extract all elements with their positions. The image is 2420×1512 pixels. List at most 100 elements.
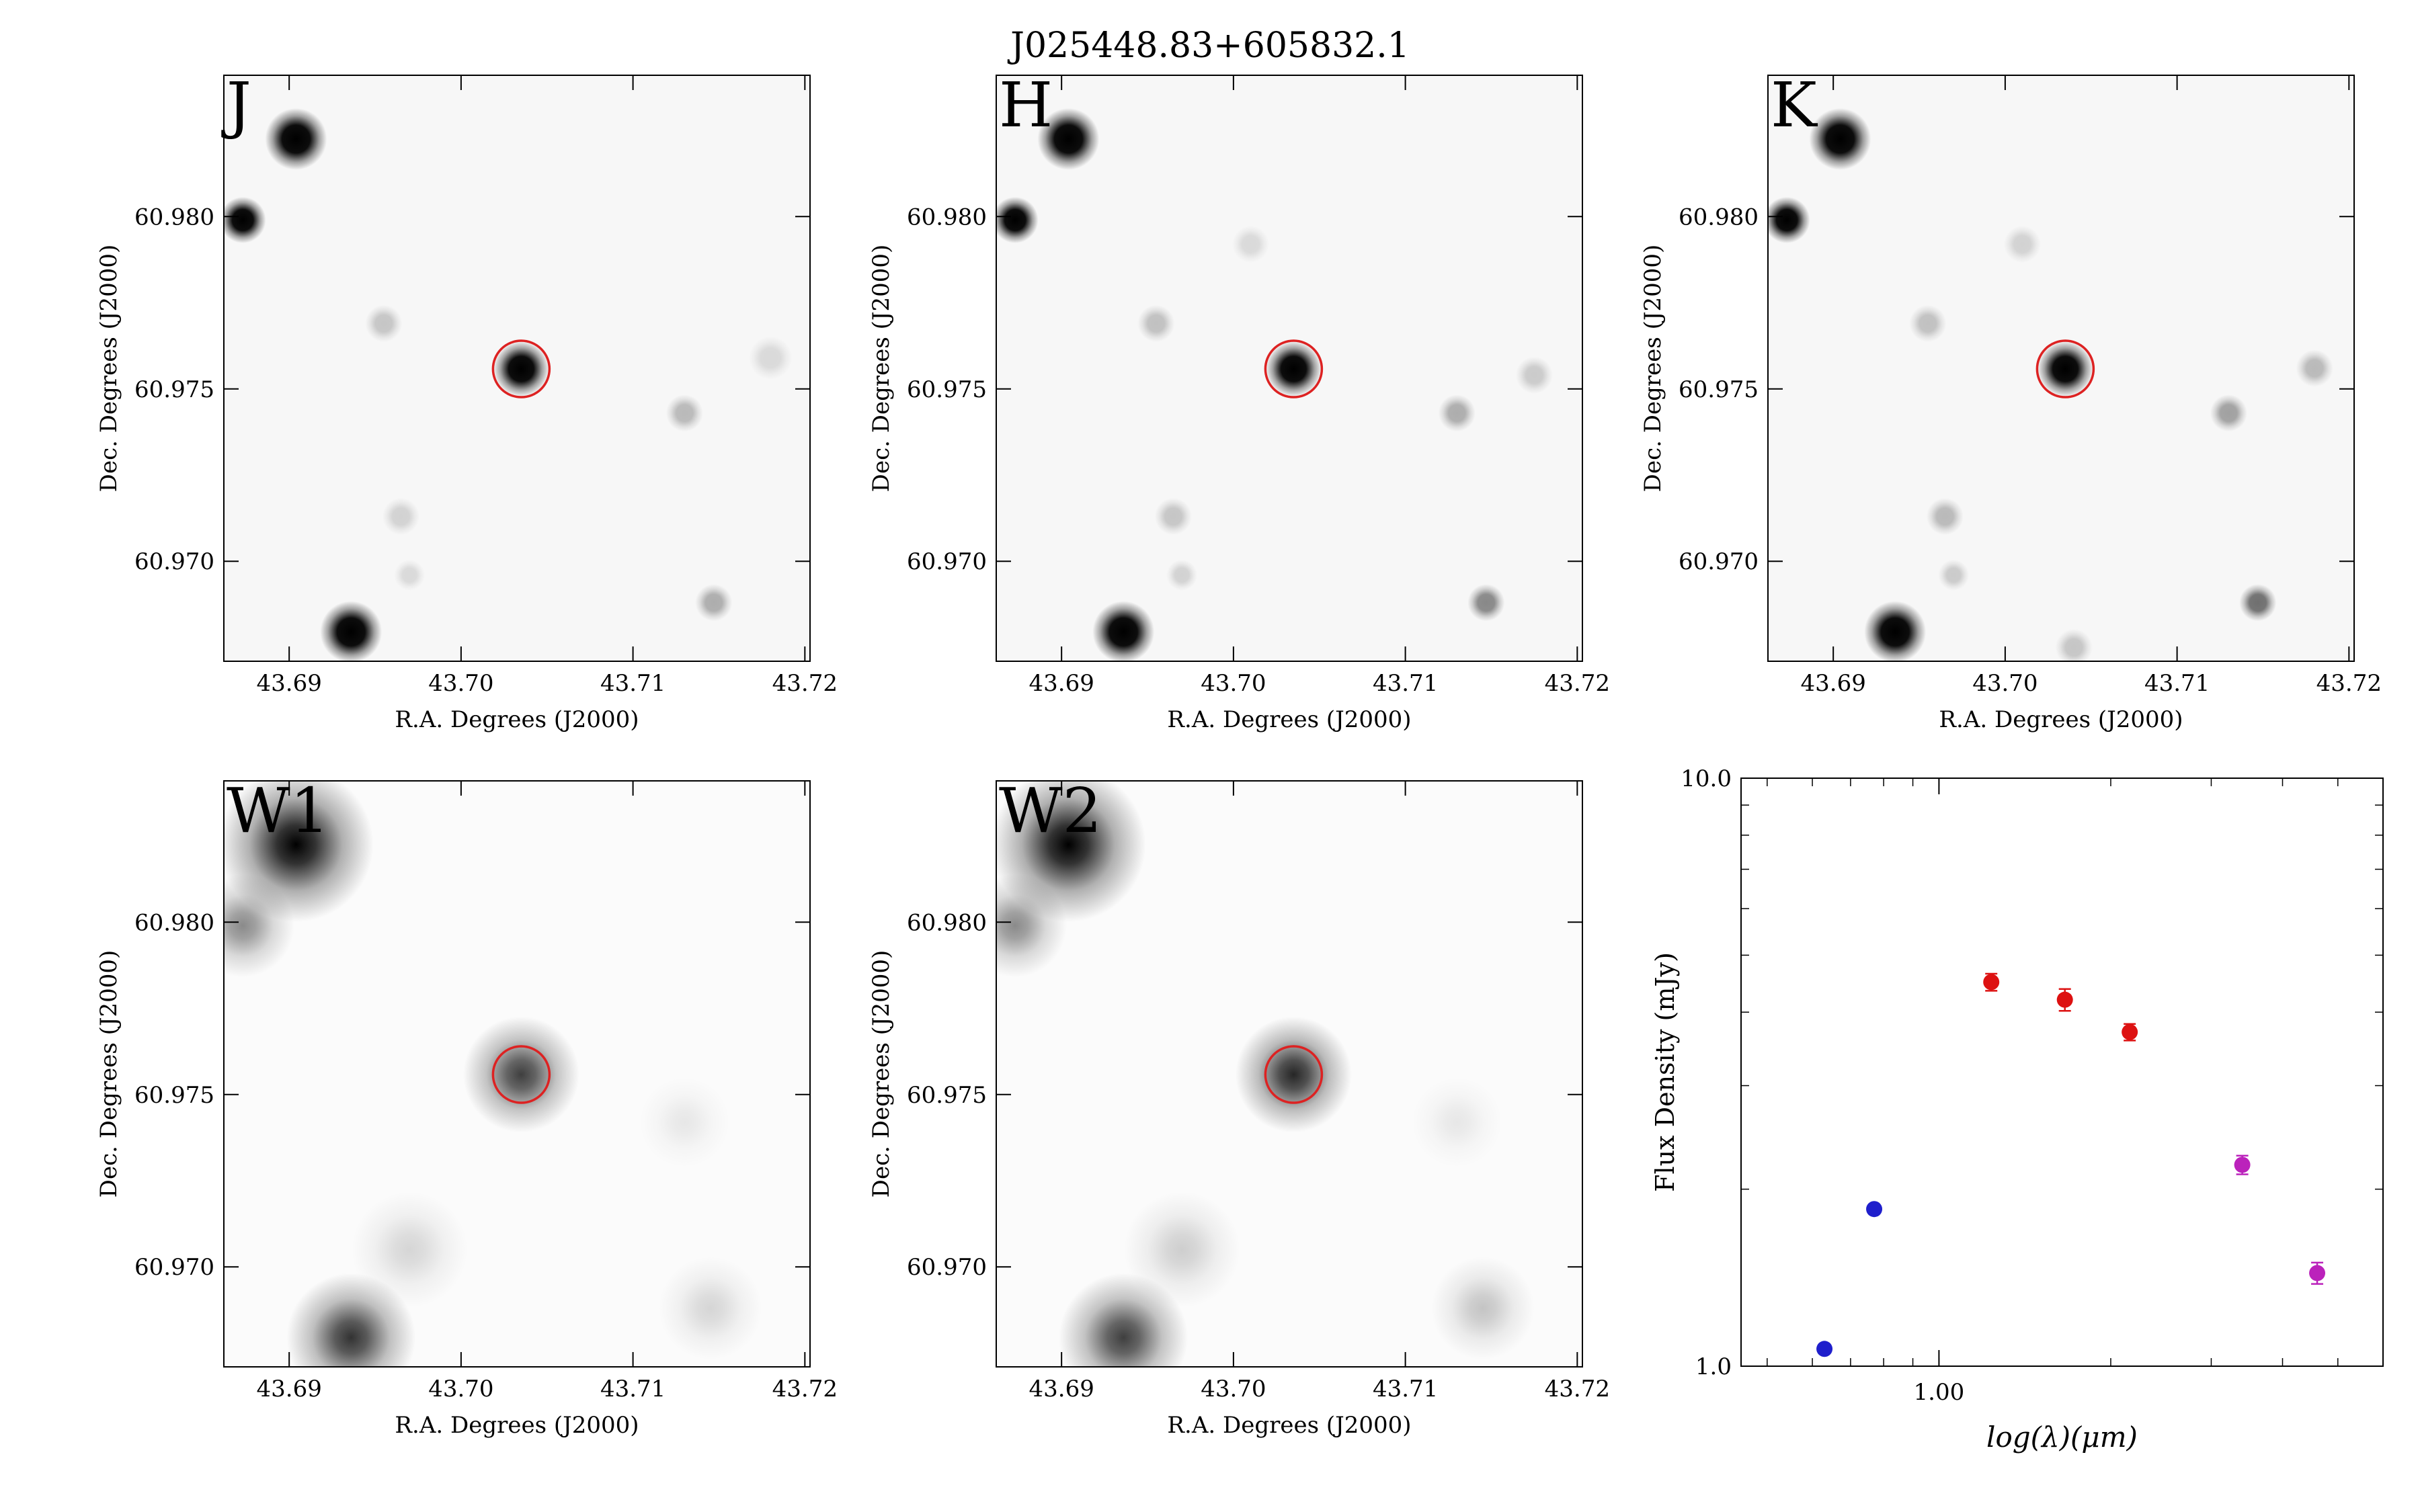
source-blob [224,196,266,243]
target-circle [491,1045,551,1104]
y-axis-label: Flux Density (mJy) [1650,952,1680,1192]
y-tick-label: 60.975 [1679,376,1759,403]
source-blob [365,304,403,342]
source-blob [1926,497,1964,536]
source-blob [658,1257,762,1360]
sed-panel: 1.00 1.0 10.0 log(λ)(μm) Flux Density (mJy) [1650,765,2384,1454]
band-label: K [1771,69,1818,141]
image-panel-h: 43.69 43.70 43.71 43.72 60.980 60.975 60.970 R.… [868,69,1610,733]
target-circle [1264,339,1324,398]
image-panel-j: 43.69 43.70 43.71 43.72 60.980 60.975 60.970 R.… [95,69,838,733]
image-panel-w2: 43.69 43.70 43.71 43.72 60.980 60.975 60.970 R.… [868,775,1610,1439]
x-tick-label: 43.71 [600,1376,666,1402]
y-tick-label: 60.980 [1679,204,1759,230]
source-blob [666,394,703,432]
source-blob [1137,304,1175,342]
source-blob [1438,394,1476,432]
x-tick-label: 43.70 [428,670,493,697]
source-blob [1232,225,1270,263]
source-blob [1265,341,1322,397]
source-blob [493,341,549,397]
y-tick-label: 60.975 [134,1082,214,1109]
x-axis-label: R.A. Degrees (J2000) [1167,706,1411,733]
y-tick-label: 60.975 [134,376,214,403]
source-blob [2210,394,2247,432]
data-point [2234,1157,2251,1173]
source-blob [462,1016,579,1133]
x-axis-label: R.A. Degrees (J2000) [1167,1412,1411,1439]
target-circle [2035,339,2095,398]
x-tick-label: 43.70 [428,1376,493,1402]
band-label: J [221,69,251,141]
band-label: W1 [227,775,329,847]
source-blob [1166,559,1198,591]
panel-frame [1767,75,2355,662]
source-blob [394,559,426,591]
source-blob [996,874,1067,978]
y-tick-label: 60.970 [1679,548,1759,575]
x-tick-label: 1.00 [1914,1379,1965,1406]
data-point [1816,1341,1833,1357]
y-axis-label: Dec. Degrees (J2000) [95,245,122,493]
y-tick-label: 10.0 [1681,765,1732,792]
x-tick-label: 43.72 [772,670,838,697]
y-tick-label: 60.975 [907,376,987,403]
y-tick-label: 60.970 [134,1254,214,1281]
x-axis-label: R.A. Degrees (J2000) [395,706,639,733]
y-tick-label: 60.970 [907,1254,987,1281]
source-blob [265,108,327,170]
y-tick-label: 60.975 [907,1082,987,1109]
panel-frame [223,75,811,662]
y-tick-label: 60.980 [134,204,214,230]
x-axis-label: R.A. Degrees (J2000) [1939,706,2183,733]
source-blob [2239,584,2277,622]
y-axis-label: Dec. Degrees (J2000) [868,245,895,493]
x-tick-label: 43.72 [772,1376,838,1402]
source-blob [1412,1077,1502,1168]
source-blob [1938,559,1970,591]
source-blob [1037,108,1100,170]
band-label: H [999,69,1053,141]
x-tick-label: 43.71 [1373,670,1438,697]
x-tick-label: 43.70 [1201,670,1266,697]
y-tick-label: 60.980 [907,204,987,230]
x-tick-label: 43.70 [1201,1376,1266,1402]
x-tick-label: 43.72 [1545,670,1610,697]
source-blob [2055,628,2093,661]
x-tick-label: 43.71 [2144,670,2210,697]
source-blob [1092,601,1155,661]
y-tick-label: 60.980 [134,909,214,936]
source-blob [2296,349,2333,387]
sed-frame [1740,778,2384,1367]
x-axis-label: log(λ)(μm) [1986,1421,2138,1454]
source-blob [351,1191,468,1308]
data-point [1866,1201,1883,1218]
target-circle [1264,1045,1324,1104]
x-tick-label: 43.69 [1029,1376,1094,1402]
source-blob [996,196,1039,243]
source-blob [2003,225,2042,263]
source-blob [320,601,382,661]
y-tick-label: 1.0 [1695,1353,1732,1380]
source-blob [1154,497,1192,536]
source-blob [1235,1016,1352,1133]
x-tick-label: 43.69 [257,670,322,697]
data-point [2122,1023,2138,1040]
y-tick-label: 60.980 [907,909,987,936]
figure-title: J025448.83+605832.1 [1010,26,1410,66]
source-blob [1909,304,1947,342]
image-panel-w1: 43.69 43.70 43.71 43.72 60.980 60.975 60.970 R.… [95,775,838,1439]
x-tick-label: 43.70 [1972,670,2038,697]
source-blob [1430,1257,1535,1360]
panel-frame [996,780,1583,1368]
x-tick-label: 43.69 [1801,670,1866,697]
y-tick-label: 60.970 [907,548,987,575]
source-blob [1515,356,1553,394]
x-tick-label: 43.69 [257,1376,322,1402]
x-tick-label: 43.71 [1373,1376,1438,1402]
source-blob [748,336,793,380]
y-axis-label: Dec. Degrees (J2000) [1640,245,1666,493]
y-axis-label: Dec. Degrees (J2000) [868,950,895,1198]
source-blob [1123,1191,1240,1308]
